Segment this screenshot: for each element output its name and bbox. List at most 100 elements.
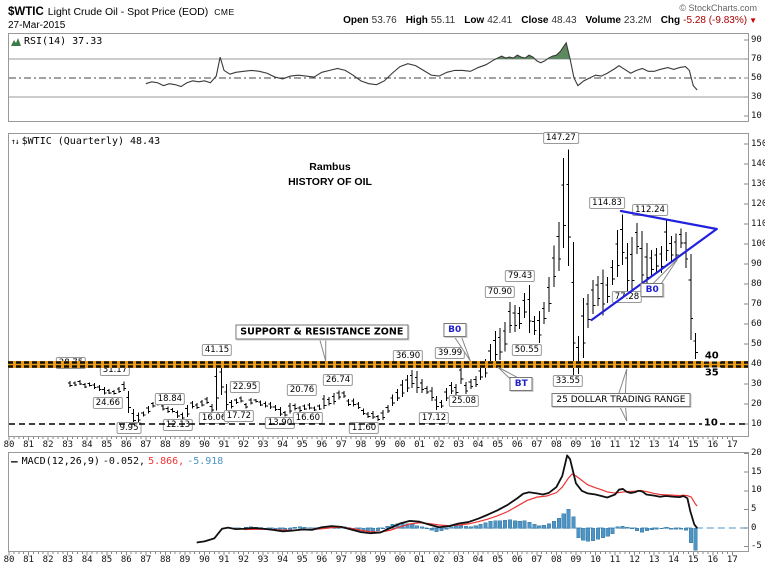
price-label: 36.90 bbox=[392, 350, 424, 362]
x-axis-label: 95 bbox=[296, 555, 308, 565]
x-axis-label: 10 bbox=[590, 555, 601, 565]
x-axis-label: 99 bbox=[375, 555, 386, 565]
x-axis-label: 81 bbox=[23, 440, 34, 450]
x-axis-label: 04 bbox=[472, 440, 484, 450]
y-axis-label: 10 bbox=[751, 418, 762, 429]
x-axis-label: 03 bbox=[453, 440, 465, 450]
x-axis-label: 97 bbox=[335, 555, 347, 565]
macd-value: -0.052, bbox=[102, 456, 146, 467]
quote-field: High 55.11 bbox=[405, 15, 456, 26]
price-label: 79.43 bbox=[504, 270, 536, 282]
x-axis-label: 94 bbox=[277, 555, 289, 565]
x-axis-label: 89 bbox=[179, 440, 191, 450]
macd-signal-value: 5.866, bbox=[148, 456, 185, 467]
chart-subheader: 27-Mar-2015 Open 53.76 High 55.11 Low 42.41 Cl… bbox=[8, 15, 757, 31]
x-axis-label: 05 bbox=[492, 440, 504, 450]
y-axis-label: 140 bbox=[751, 158, 765, 169]
x-axis-label: 16 bbox=[707, 555, 719, 565]
x-axis-label: 00 bbox=[394, 440, 406, 450]
x-axis-label: 85 bbox=[101, 555, 113, 565]
callout: B0 bbox=[443, 323, 467, 337]
x-axis-label: 07 bbox=[531, 440, 543, 450]
watermark-line2: HISTORY OF OIL bbox=[288, 176, 372, 188]
change-field: Chg -5.28 (-9.83%) ▼ bbox=[660, 15, 757, 26]
x-axis-label: 15 bbox=[687, 440, 699, 450]
x-axis-label: 09 bbox=[570, 440, 582, 450]
quote-field: Volume 23.2M bbox=[585, 15, 652, 26]
price-label: 26.74 bbox=[322, 374, 354, 386]
x-axis-label: 80 bbox=[3, 555, 15, 565]
price-label: 20.76 bbox=[286, 384, 318, 396]
y-axis-label: -5 bbox=[751, 541, 762, 552]
x-axis-label: 93 bbox=[257, 555, 269, 565]
y-axis-label: 150 bbox=[751, 138, 765, 149]
x-axis-label: 11 bbox=[609, 440, 621, 450]
quote-field: Open 53.76 bbox=[343, 15, 397, 26]
price-label: 38.75 bbox=[55, 357, 87, 369]
x-axis-label: 90 bbox=[199, 440, 210, 450]
chart-date: 27-Mar-2015 bbox=[8, 20, 66, 31]
x-axis-label: 09 bbox=[570, 555, 582, 565]
quote-strip: Open 53.76 High 55.11 Low 42.41 Close 48.43 Volu… bbox=[334, 15, 757, 26]
macd-title-label: MACD(12,26,9) bbox=[21, 456, 100, 467]
x-axis-label: 12 bbox=[629, 440, 641, 450]
chart-description: Light Crude Oil - Spot Price (EOD) bbox=[47, 6, 209, 18]
x-axis-label: 95 bbox=[296, 440, 308, 450]
x-axis-label: 84 bbox=[81, 440, 93, 450]
price-title-label: $WTIC (Quarterly) 48.43 bbox=[21, 136, 161, 147]
x-axis-label: 87 bbox=[140, 555, 152, 565]
callout: 25 DOLLAR TRADING RANGE bbox=[551, 393, 691, 407]
copyright: © StockCharts.com bbox=[679, 3, 757, 13]
x-axis-label: 83 bbox=[62, 440, 74, 450]
x-axis-label: 96 bbox=[316, 440, 328, 450]
x-axis-label: 14 bbox=[668, 440, 680, 450]
x-axis-label: 80 bbox=[3, 440, 15, 450]
x-axis-label: 97 bbox=[335, 440, 347, 450]
price-label: 13.90 bbox=[264, 417, 296, 429]
x-axis-label: 10 bbox=[590, 440, 601, 450]
y-axis-label: 40 bbox=[751, 358, 762, 369]
x-axis-label: 04 bbox=[472, 555, 484, 565]
x-axis-label: 13 bbox=[648, 555, 660, 565]
x-axis-label: 96 bbox=[316, 555, 328, 565]
price-label: 11.60 bbox=[348, 422, 380, 434]
price-label: 41.15 bbox=[201, 344, 233, 356]
price-label: 114.83 bbox=[589, 197, 625, 209]
y-axis-label: 5 bbox=[751, 503, 757, 514]
x-axis-label: 05 bbox=[492, 555, 504, 565]
price-label: 17.12 bbox=[418, 412, 450, 424]
x-axis-label: 06 bbox=[511, 440, 523, 450]
quote-field: Close 48.43 bbox=[521, 15, 577, 26]
area-chart-icon bbox=[11, 38, 21, 46]
symbol: $WTIC bbox=[8, 6, 44, 18]
price-label: 50.55 bbox=[511, 344, 543, 356]
x-axis-label: 87 bbox=[140, 440, 152, 450]
price-label: 39.99 bbox=[434, 347, 466, 359]
y-axis-label: 70 bbox=[751, 298, 762, 309]
x-axis-label: 08 bbox=[550, 555, 562, 565]
x-axis-label: 06 bbox=[511, 555, 523, 565]
x-axis-label: 16 bbox=[707, 440, 719, 450]
y-axis-label: 110 bbox=[751, 218, 765, 229]
quote-field: Low 42.41 bbox=[464, 15, 513, 26]
x-axis-label: 02 bbox=[433, 440, 445, 450]
line-swatch-icon: — bbox=[11, 455, 18, 468]
y-axis-label: 20 bbox=[751, 398, 762, 409]
price-title: ↑↓ $WTIC (Quarterly) 48.43 bbox=[11, 136, 160, 147]
y-axis-label: 15 bbox=[751, 466, 762, 477]
x-axis-label: 98 bbox=[355, 440, 367, 450]
price-label: 33.55 bbox=[552, 375, 584, 387]
y-axis-label: 0 bbox=[751, 522, 757, 533]
price-label: 70.90 bbox=[484, 286, 516, 298]
x-axis-label: 84 bbox=[81, 555, 93, 565]
callout: BT bbox=[509, 377, 533, 391]
chart-header: $WTIC Light Crude Oil - Spot Price (EOD) C… bbox=[8, 2, 757, 18]
x-axis-label: 98 bbox=[355, 555, 367, 565]
level-label: 10 bbox=[701, 417, 720, 429]
x-axis-label: 86 bbox=[120, 555, 132, 565]
x-axis-label: 15 bbox=[687, 555, 699, 565]
price-label: 12.13 bbox=[162, 419, 194, 431]
y-axis-label: 90 bbox=[751, 34, 762, 45]
down-triangle-icon: ▼ bbox=[749, 16, 757, 25]
